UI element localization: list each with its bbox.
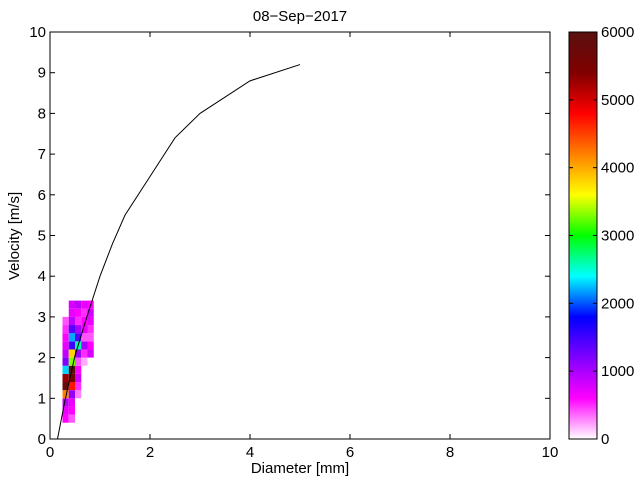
heatmap-cell [75, 349, 82, 358]
y-tick-label: 0 [38, 431, 46, 448]
heatmap-cell [68, 341, 75, 350]
y-tick-label: 5 [38, 228, 46, 245]
x-tick-label: 8 [446, 444, 454, 461]
heatmap-cell [81, 341, 88, 350]
colorbar-tick-label: 2000 [601, 295, 634, 312]
heatmap-cell [62, 316, 69, 326]
y-tick-label: 3 [38, 309, 46, 326]
y-tick-label: 9 [38, 65, 46, 82]
colorbar-tick-label: 3000 [601, 228, 634, 245]
heatmap-cell [75, 373, 82, 383]
heatmap-cell [62, 357, 69, 366]
heatmap-cell [87, 333, 94, 342]
heatmap-cell [68, 316, 75, 326]
heatmap-cell [75, 325, 82, 334]
y-axis-label: Velocity [m/s] [6, 192, 23, 280]
x-tick-label: 2 [146, 444, 154, 461]
colorbar-tick-label: 4000 [601, 160, 634, 177]
heatmap-cell [81, 300, 88, 309]
heatmap-cell [68, 300, 75, 309]
heatmap-cell [68, 414, 75, 423]
heatmap-cell [87, 349, 94, 358]
y-tick-label: 7 [38, 146, 46, 163]
chart-title: 08−Sep−2017 [253, 8, 347, 25]
heatmap-cell [68, 333, 75, 342]
y-tick-label: 6 [38, 187, 46, 204]
heatmap-cell [75, 357, 82, 366]
heatmap-cell [87, 341, 94, 350]
heatmap-cells [62, 300, 94, 423]
heatmap-cell [87, 308, 94, 317]
heatmap-cell [68, 308, 75, 317]
fit-line-layer [57, 64, 301, 439]
y-tick-label: 1 [38, 390, 46, 407]
heatmap-cell [62, 365, 69, 374]
heatmap-cell [62, 373, 69, 383]
colorbar-tick-label: 0 [601, 431, 609, 448]
colorbar-axis: 0 1000 2000 3000 4000 5000 6000 [569, 24, 634, 448]
heatmap-cell [68, 398, 75, 407]
y-tick-label: 2 [38, 350, 46, 367]
heatmap-cell [81, 349, 88, 358]
y-tick-label: 4 [38, 268, 46, 285]
heatmap-cell [62, 382, 69, 391]
x-tick-label: 0 [46, 444, 54, 461]
x-tick-label: 4 [246, 444, 254, 461]
heatmap-cell [87, 316, 94, 326]
heatmap-cell [62, 349, 69, 358]
heatmap-cell [68, 357, 75, 366]
heatmap-cell [68, 382, 75, 391]
colorbar-tick-label: 6000 [601, 24, 634, 41]
heatmap-cell [62, 390, 69, 399]
heatmap-cell [62, 333, 69, 342]
heatmap-cell [75, 365, 82, 374]
heatmap-cell [81, 357, 88, 366]
heatmap-cell [75, 308, 82, 317]
heatmap-cell [68, 325, 75, 334]
heatmap-cell [75, 333, 82, 342]
heatmap-cell [62, 414, 69, 423]
colorbar-tick-label: 5000 [601, 92, 634, 109]
heatmap-cell [75, 382, 82, 391]
heatmap-cell [75, 316, 82, 326]
heatmap-cell [75, 300, 82, 309]
colorbar-tick-label: 1000 [601, 363, 634, 380]
heatmap-cell [75, 390, 82, 399]
heatmap-cell [68, 373, 75, 383]
y-axis: 0 1 2 3 4 5 6 7 8 9 10 [29, 24, 550, 448]
heatmap-cell [68, 406, 75, 415]
heatmap-cell [87, 325, 94, 334]
x-tick-label: 6 [346, 444, 354, 461]
colorbar [569, 32, 597, 439]
heatmap-cell [62, 406, 69, 415]
heatmap-cell [62, 325, 69, 334]
y-tick-label: 10 [29, 24, 46, 41]
series-line [57, 64, 301, 439]
y-tick-label: 8 [38, 105, 46, 122]
x-axis: 0 2 4 6 8 10 [46, 32, 559, 461]
heatmap-cell [68, 349, 75, 358]
x-axis-label: Diameter [mm] [251, 460, 349, 477]
heatmap-cell [81, 333, 88, 342]
x-tick-label: 10 [542, 444, 559, 461]
heatmap-cell [62, 398, 69, 407]
heatmap-cell [62, 341, 69, 350]
plot-area [50, 32, 550, 439]
heatmap-cell [81, 325, 88, 334]
heatmap-cell [68, 390, 75, 399]
heatmap-cell [81, 316, 88, 326]
heatmap-cell [81, 308, 88, 317]
